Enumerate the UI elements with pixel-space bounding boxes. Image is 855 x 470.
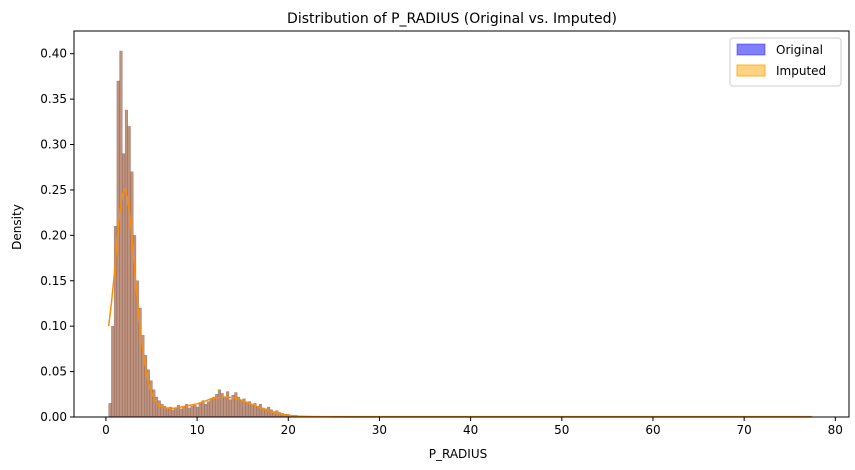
histogram-bar	[217, 389, 221, 418]
plot-frame	[73, 30, 850, 418]
kde-line	[107, 186, 812, 418]
histogram-bar	[250, 404, 254, 418]
x-tick-label: 0	[102, 423, 110, 437]
histogram-bar	[209, 398, 213, 418]
histogram-bar	[182, 406, 186, 418]
histogram-bar	[223, 397, 227, 418]
legend-swatch-imputed	[736, 64, 766, 77]
y-axis-label: Density	[10, 204, 24, 250]
histogram-bar	[127, 126, 131, 418]
histogram-bar	[111, 325, 115, 418]
histogram-bar	[228, 399, 232, 418]
histogram-bar	[165, 408, 170, 418]
x-tick-label: 80	[828, 423, 843, 437]
y-tick-label: 0.20	[40, 228, 67, 242]
histogram-bar	[258, 404, 263, 418]
histogram-bar	[190, 405, 194, 418]
histogram-bar	[195, 406, 200, 418]
histogram-bar	[157, 400, 161, 418]
y-tick-label: 0.15	[40, 274, 67, 288]
x-tick-label: 50	[554, 423, 569, 437]
x-tick-label: 70	[737, 423, 752, 437]
histogram-bar	[234, 392, 238, 418]
legend: Original Imputed	[729, 37, 842, 87]
y-axis: 0.00 0.05 0.10 0.15 0.20 0.25 0.30 0.35 0.40	[40, 47, 74, 424]
kde-curve	[107, 186, 812, 418]
histogram-bar	[206, 401, 211, 418]
y-tick-label: 0.00	[40, 410, 67, 424]
y-tick-label: 0.30	[40, 138, 67, 152]
legend-swatch-original	[736, 43, 766, 56]
histogram-bar	[193, 404, 197, 418]
x-tick-label: 30	[372, 423, 387, 437]
y-tick-label: 0.10	[40, 319, 67, 333]
histogram-bar	[239, 400, 243, 418]
histogram-bar	[174, 407, 178, 418]
y-tick-label: 0.35	[40, 92, 67, 106]
x-tick-label: 20	[281, 423, 296, 437]
histogram-bar	[179, 408, 183, 418]
histogram-bar	[116, 80, 120, 418]
x-tick-label: 60	[645, 423, 660, 437]
histogram-bar	[187, 407, 191, 418]
histogram-bar	[171, 409, 175, 418]
histogram-bar	[130, 171, 134, 418]
histogram-bar	[198, 402, 202, 418]
histogram-bar	[108, 403, 112, 418]
histogram-bars	[108, 50, 812, 418]
histogram-bar	[152, 389, 156, 418]
x-axis-label: P_RADIUS	[429, 447, 487, 461]
histogram-bar	[119, 50, 123, 418]
histogram-bar	[212, 396, 216, 418]
x-axis: 0 10 20 30 40 50 60 70 80	[102, 417, 843, 437]
chart-title: Distribution of P_RADIUS (Original vs. I…	[287, 11, 617, 27]
x-tick-label: 10	[189, 423, 204, 437]
legend-label-imputed: Imputed	[776, 64, 826, 78]
x-tick-label: 40	[463, 423, 478, 437]
histogram-bar	[204, 404, 208, 418]
histogram-bar	[245, 402, 249, 418]
legend-label-original: Original	[776, 43, 823, 57]
histogram-bar	[124, 109, 128, 418]
y-tick-label: 0.05	[40, 365, 67, 379]
y-tick-label: 0.25	[40, 183, 67, 197]
histogram-bar	[226, 391, 230, 418]
y-tick-label: 0.40	[40, 47, 67, 61]
